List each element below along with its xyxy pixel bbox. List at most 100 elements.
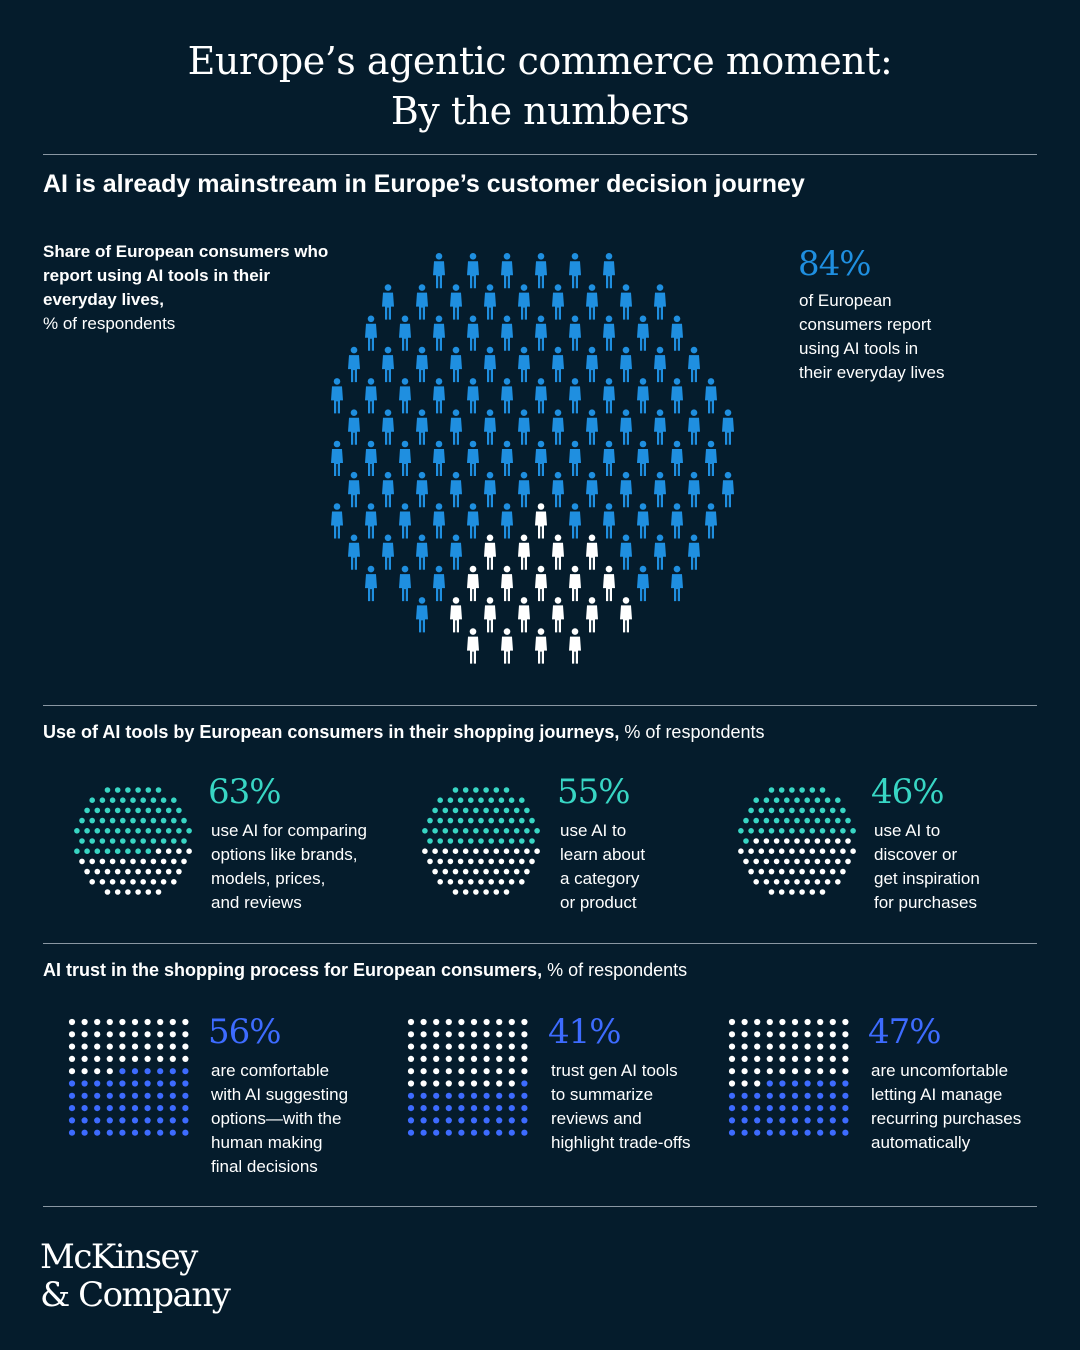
dot bbox=[160, 858, 167, 865]
section-2-item-3-description-line: for purchases bbox=[874, 893, 977, 912]
dot bbox=[768, 807, 775, 814]
dot bbox=[521, 1080, 528, 1087]
dot bbox=[458, 1080, 465, 1087]
dot bbox=[508, 1117, 515, 1124]
dot bbox=[176, 807, 182, 814]
dot bbox=[106, 1129, 113, 1136]
stat-55-description: use AI to learn about a category or product bbox=[560, 819, 645, 915]
dot bbox=[81, 1068, 88, 1075]
person-icon bbox=[484, 346, 496, 383]
person-icon bbox=[416, 284, 428, 320]
dot bbox=[176, 868, 182, 875]
person-icon bbox=[620, 597, 632, 633]
dot bbox=[478, 797, 484, 803]
person-icon bbox=[637, 565, 649, 602]
dot bbox=[169, 1031, 176, 1038]
dot bbox=[470, 1043, 478, 1050]
dot bbox=[498, 797, 505, 803]
person-icon bbox=[467, 440, 479, 476]
dot bbox=[824, 858, 831, 865]
dot-circle-chart-2 bbox=[422, 787, 540, 895]
dot bbox=[458, 1105, 465, 1112]
stat-56-description: are comfortable with AI suggesting options… bbox=[211, 1059, 348, 1179]
dot bbox=[150, 879, 157, 885]
dot bbox=[157, 1031, 164, 1038]
person-icon bbox=[552, 471, 564, 508]
dot bbox=[493, 889, 500, 895]
dot bbox=[447, 858, 454, 865]
dot bbox=[804, 1055, 811, 1062]
dot bbox=[445, 1117, 452, 1124]
dot bbox=[496, 1068, 503, 1075]
section-3-item-1-description-line: with AI suggesting bbox=[211, 1085, 349, 1104]
dot bbox=[483, 1080, 490, 1087]
dot bbox=[94, 1080, 101, 1087]
dot bbox=[155, 868, 162, 875]
dot bbox=[457, 879, 464, 885]
dot bbox=[814, 879, 821, 885]
dot bbox=[94, 1092, 101, 1099]
person-icon bbox=[450, 346, 462, 383]
dot bbox=[789, 889, 795, 895]
person-icon bbox=[620, 471, 632, 508]
person-icon bbox=[637, 315, 649, 351]
dot bbox=[842, 1031, 849, 1038]
dot bbox=[483, 1117, 490, 1124]
dot bbox=[94, 1031, 101, 1038]
dot bbox=[496, 1092, 503, 1099]
dot bbox=[427, 817, 433, 824]
dot bbox=[503, 848, 510, 854]
dot bbox=[493, 848, 500, 854]
stat-46: 46% bbox=[871, 772, 945, 812]
dot bbox=[169, 1105, 176, 1112]
dot bbox=[754, 1105, 761, 1112]
dot bbox=[81, 1031, 88, 1038]
dot bbox=[68, 1105, 76, 1112]
dot bbox=[521, 1055, 528, 1062]
people-pictogram-chart bbox=[331, 253, 734, 664]
person-icon bbox=[450, 409, 462, 445]
dot bbox=[842, 1129, 849, 1136]
dot bbox=[135, 889, 141, 895]
dot bbox=[534, 828, 540, 834]
dot bbox=[835, 858, 841, 865]
person-icon bbox=[654, 534, 666, 570]
dot bbox=[791, 1117, 799, 1124]
dot bbox=[84, 848, 90, 854]
dot bbox=[433, 1031, 440, 1038]
person-icon bbox=[603, 253, 615, 289]
person-icon bbox=[620, 409, 632, 445]
dot bbox=[503, 828, 510, 834]
person-icon bbox=[637, 378, 649, 414]
dot bbox=[445, 1105, 452, 1112]
dot bbox=[754, 1031, 761, 1038]
dot bbox=[94, 1068, 101, 1075]
dot bbox=[445, 1018, 452, 1026]
section-3-title-unit: % of respondents bbox=[542, 960, 688, 980]
dot bbox=[433, 1018, 440, 1026]
dot bbox=[508, 858, 515, 865]
dot bbox=[433, 1068, 440, 1075]
dot bbox=[741, 1068, 748, 1075]
dot bbox=[89, 858, 95, 865]
dot bbox=[437, 838, 443, 844]
dot bbox=[106, 1031, 113, 1038]
section-2-item-2-description-line: a category bbox=[560, 869, 640, 888]
section-3-title: AI trust in the shopping process for Eur… bbox=[43, 960, 687, 981]
dot bbox=[94, 1055, 101, 1062]
dot bbox=[842, 1055, 849, 1062]
dot bbox=[106, 1092, 113, 1099]
person-icon bbox=[450, 284, 462, 320]
dot bbox=[817, 1117, 824, 1124]
dot bbox=[445, 1043, 452, 1050]
dot-circle-chart-1 bbox=[74, 787, 192, 895]
person-icon bbox=[586, 597, 598, 633]
dot bbox=[845, 858, 851, 865]
dot bbox=[420, 1055, 427, 1062]
dot bbox=[817, 1068, 824, 1075]
dot bbox=[728, 1018, 736, 1026]
section-1-title: AI is already mainstream in Europe’s cus… bbox=[43, 170, 805, 198]
dot bbox=[420, 1129, 427, 1136]
dot bbox=[106, 1080, 113, 1087]
person-icon bbox=[501, 253, 513, 289]
